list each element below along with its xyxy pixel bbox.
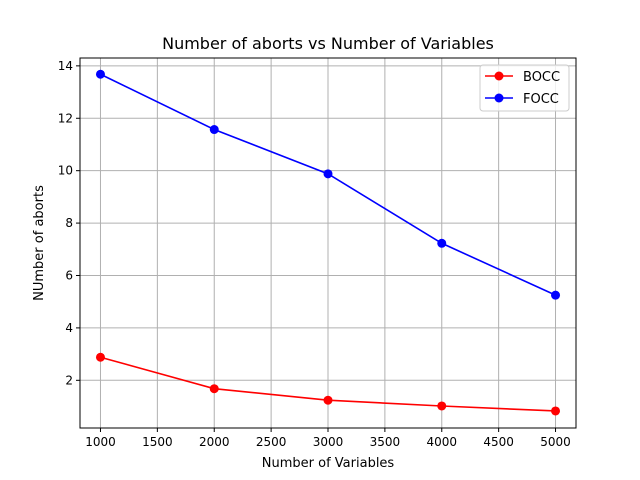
data-point bbox=[323, 169, 333, 179]
legend-marker bbox=[494, 93, 504, 103]
y-tick-label: 10 bbox=[58, 164, 73, 178]
data-point bbox=[209, 384, 219, 394]
x-tick-label: 3500 bbox=[370, 435, 401, 449]
chart-title: Number of aborts vs Number of Variables bbox=[162, 34, 494, 53]
series-group bbox=[95, 69, 561, 416]
x-tick-label: 1000 bbox=[85, 435, 116, 449]
y-tick-label: 4 bbox=[65, 321, 73, 335]
data-point bbox=[551, 290, 561, 300]
x-axis-ticks: 1000 1500 2000 2500 3000 3500 4000 4500 5000 bbox=[85, 428, 571, 449]
x-tick-label: 2000 bbox=[199, 435, 230, 449]
x-tick-label: 4000 bbox=[426, 435, 457, 449]
legend-marker bbox=[494, 71, 504, 81]
data-point bbox=[95, 352, 105, 362]
y-tick-label: 2 bbox=[65, 373, 73, 387]
data-point bbox=[95, 69, 105, 79]
y-tick-label: 12 bbox=[58, 111, 73, 125]
data-point bbox=[323, 395, 333, 405]
legend: BOCC FOCC bbox=[479, 64, 570, 112]
y-tick-label: 8 bbox=[65, 216, 73, 230]
series-focc bbox=[95, 69, 561, 300]
legend-label: FOCC bbox=[523, 92, 559, 107]
data-point bbox=[551, 406, 561, 416]
y-tick-label: 6 bbox=[65, 268, 73, 282]
x-tick-label: 4500 bbox=[483, 435, 514, 449]
series-bocc bbox=[95, 352, 561, 416]
data-point bbox=[437, 401, 447, 411]
legend-item: BOCC bbox=[485, 70, 560, 85]
y-axis-ticks: 2 4 6 8 10 12 14 bbox=[58, 59, 80, 387]
data-point bbox=[209, 125, 219, 135]
x-tick-label: 1500 bbox=[142, 435, 173, 449]
legend-item: FOCC bbox=[485, 92, 559, 107]
x-tick-label: 5000 bbox=[540, 435, 571, 449]
legend-label: BOCC bbox=[523, 70, 560, 85]
y-axis-label: NUmber of aborts bbox=[32, 185, 47, 301]
x-tick-label: 3000 bbox=[313, 435, 344, 449]
x-tick-label: 2500 bbox=[256, 435, 287, 449]
x-axis-label: Number of Variables bbox=[262, 456, 395, 471]
data-point bbox=[437, 238, 447, 248]
y-tick-label: 14 bbox=[58, 59, 73, 73]
